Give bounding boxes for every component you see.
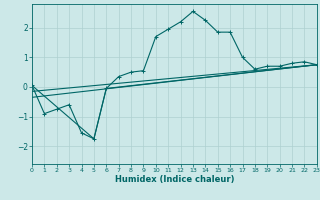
X-axis label: Humidex (Indice chaleur): Humidex (Indice chaleur) bbox=[115, 175, 234, 184]
